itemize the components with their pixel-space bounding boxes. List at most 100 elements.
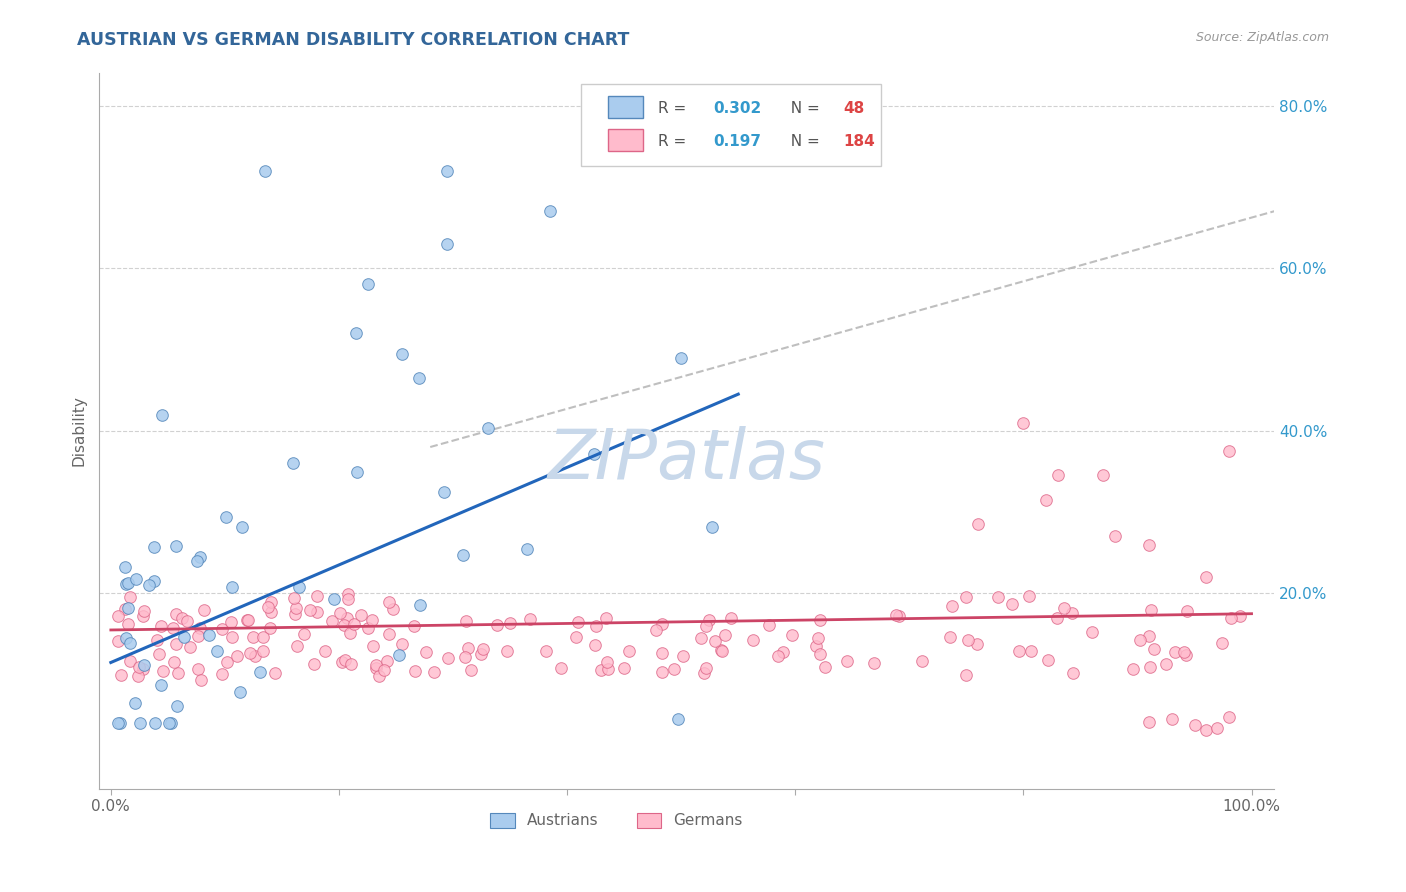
- Point: [644, 623, 666, 637]
- Point: [1104, 529, 1126, 543]
- Point: [1036, 653, 1059, 667]
- Point: [281, 456, 304, 470]
- Point: [165, 539, 187, 553]
- Point: [252, 644, 274, 658]
- Point: [166, 698, 188, 713]
- Point: [415, 645, 437, 659]
- Point: [1060, 606, 1083, 620]
- Point: [221, 580, 243, 594]
- Point: [107, 634, 129, 648]
- Point: [804, 640, 827, 654]
- Point: [285, 639, 308, 653]
- Text: Source: ZipAtlas.com: Source: ZipAtlas.com: [1195, 31, 1329, 45]
- Point: [146, 633, 169, 648]
- Point: [671, 648, 693, 663]
- Point: [143, 716, 166, 731]
- Point: [323, 592, 346, 607]
- Point: [1175, 648, 1198, 662]
- Point: [955, 667, 977, 681]
- Point: [1195, 723, 1218, 737]
- Point: [239, 646, 262, 660]
- Point: [404, 664, 426, 678]
- Point: [307, 605, 329, 619]
- Point: [862, 657, 884, 671]
- Point: [423, 665, 446, 680]
- Point: [939, 630, 962, 644]
- Point: [889, 609, 911, 624]
- Point: [550, 661, 572, 675]
- Point: [129, 716, 152, 731]
- Point: [955, 590, 977, 604]
- Text: 0.302: 0.302: [713, 101, 761, 116]
- Point: [589, 663, 612, 677]
- Point: [772, 645, 794, 659]
- Point: [190, 673, 212, 687]
- Point: [115, 631, 138, 645]
- Point: [361, 639, 384, 653]
- Point: [138, 577, 160, 591]
- Point: [437, 651, 460, 665]
- Point: [236, 613, 259, 627]
- Point: [336, 611, 359, 625]
- Point: [499, 615, 522, 630]
- Point: [710, 643, 733, 657]
- Point: [187, 629, 209, 643]
- Point: [231, 520, 253, 534]
- Point: [162, 621, 184, 635]
- Point: [229, 684, 252, 698]
- Point: [132, 658, 155, 673]
- Point: [454, 650, 477, 665]
- Point: [382, 602, 405, 616]
- Point: [1035, 492, 1057, 507]
- Point: [1008, 644, 1031, 658]
- Text: ZIPatlas: ZIPatlas: [548, 425, 825, 493]
- Point: [567, 615, 589, 630]
- Point: [695, 619, 717, 633]
- Point: [152, 408, 174, 422]
- Point: [451, 549, 474, 563]
- Point: [595, 611, 617, 625]
- Point: [564, 630, 586, 644]
- Point: [538, 204, 561, 219]
- Point: [1137, 629, 1160, 643]
- Point: [165, 637, 187, 651]
- Point: [911, 654, 934, 668]
- Point: [651, 617, 673, 632]
- Point: [366, 657, 388, 672]
- Point: [1211, 636, 1233, 650]
- Point: [211, 666, 233, 681]
- Point: [477, 421, 499, 435]
- Point: [1092, 468, 1115, 483]
- Point: [172, 611, 194, 625]
- Point: [651, 665, 673, 679]
- Point: [118, 636, 141, 650]
- Point: [165, 607, 187, 621]
- Point: [1229, 609, 1251, 624]
- Point: [188, 621, 211, 635]
- Point: [495, 644, 517, 658]
- Point: [1062, 666, 1084, 681]
- Point: [1018, 589, 1040, 603]
- Point: [693, 666, 716, 681]
- Point: [583, 638, 606, 652]
- Point: [329, 607, 352, 621]
- Point: [344, 326, 367, 341]
- Point: [433, 485, 456, 500]
- Point: [157, 716, 180, 731]
- Point: [516, 541, 538, 556]
- Point: [107, 608, 129, 623]
- Point: [368, 669, 391, 683]
- Point: [666, 713, 689, 727]
- Point: [124, 572, 146, 586]
- Point: [167, 666, 190, 681]
- Point: [835, 655, 858, 669]
- Point: [263, 666, 285, 681]
- Point: [720, 611, 742, 625]
- Point: [299, 602, 322, 616]
- Point: [249, 665, 271, 679]
- Point: [1218, 444, 1240, 458]
- Point: [1160, 713, 1182, 727]
- Point: [346, 466, 368, 480]
- Point: [221, 631, 243, 645]
- Point: [1019, 644, 1042, 658]
